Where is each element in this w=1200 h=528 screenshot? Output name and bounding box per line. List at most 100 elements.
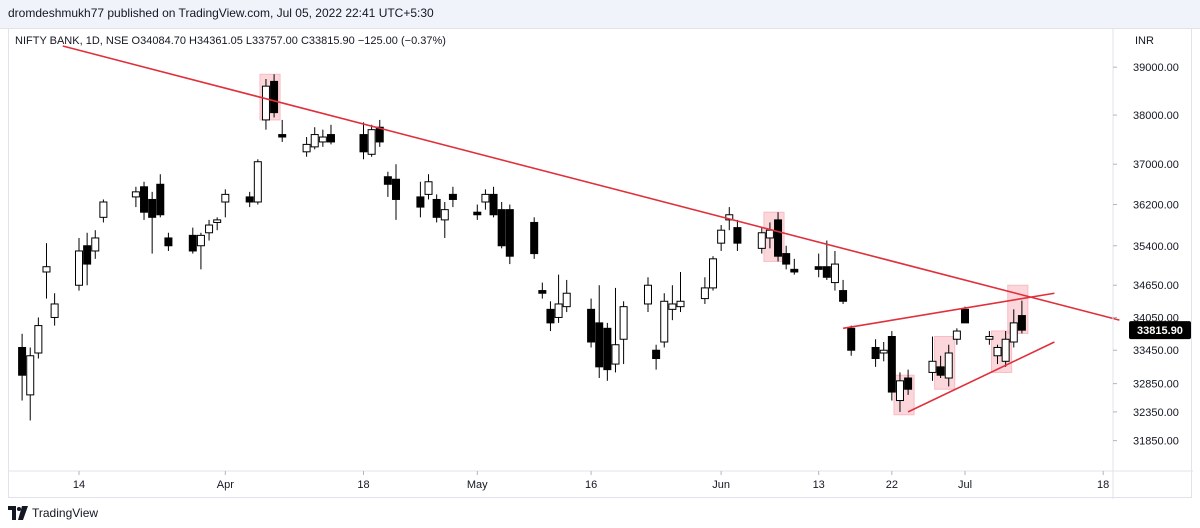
- candle-2022-03-15: [83, 232, 92, 286]
- candle-body-down: [546, 308, 555, 324]
- candle-2022-05-09: [530, 217, 539, 259]
- candle-body-up: [50, 303, 59, 318]
- last-price-tag-box: [1129, 321, 1191, 340]
- candle-2022-03-22: [140, 181, 149, 220]
- candle-body-up: [91, 237, 100, 252]
- chart-frame[interactable]: NIFTY BANK, 1D, NSE O34084.70 H34361.05 …: [8, 28, 1193, 499]
- candle-2022-05-02: [473, 204, 482, 220]
- candle-2022-04-27: [432, 194, 441, 223]
- candle-2022-03-17: [99, 199, 108, 223]
- candle-2022-03-08: [26, 347, 35, 421]
- candle-body-down: [383, 176, 392, 185]
- candle-2022-04-28: [440, 201, 449, 238]
- tradingview-brand: TradingView: [32, 506, 99, 520]
- candle-2022-04-25: [416, 181, 425, 218]
- candle-body-down: [375, 126, 384, 143]
- candle-2022-03-23: [148, 191, 157, 254]
- candle-2022-04-13: [318, 129, 327, 147]
- candles-layer: [18, 74, 1026, 421]
- candle-2022-04-22: [392, 164, 401, 220]
- candle-2022-05-26: [668, 285, 677, 321]
- candle-2022-06-29: [944, 344, 953, 387]
- candle-body-up: [985, 336, 994, 340]
- candlestick-chart[interactable]: NIFTY BANK, 1D, NSE O34084.70 H34361.05 …: [9, 29, 1193, 499]
- candle-2022-05-20: [619, 301, 628, 365]
- candle-body-down: [148, 198, 157, 218]
- candle-2022-03-09: [34, 317, 43, 359]
- candle-2022-05-24: [652, 344, 661, 370]
- candle-2022-04-18: [359, 122, 368, 160]
- candle-body-up: [42, 266, 51, 273]
- candle-2022-07-06: [1001, 331, 1010, 367]
- candle-2022-07-07: [1009, 309, 1018, 348]
- price-tick-label: 32350.00: [1133, 407, 1179, 419]
- candle-body-down: [448, 193, 457, 200]
- price-tick-label: 33450.00: [1133, 345, 1179, 357]
- candle-2022-03-29: [196, 232, 205, 270]
- candle-2022-05-25: [660, 293, 669, 348]
- candle-2022-06-27: [928, 336, 937, 381]
- candle-body-down: [505, 209, 514, 257]
- candle-body-up: [261, 85, 270, 121]
- candle-body-up: [676, 300, 685, 308]
- candle-2022-03-25: [164, 232, 173, 251]
- candle-body-up: [75, 250, 83, 286]
- candle-body-down: [782, 253, 791, 265]
- candle-body-up: [554, 303, 563, 318]
- candle-2022-07-08: [1017, 300, 1026, 334]
- candle-body-up: [131, 191, 140, 198]
- candle-body-up: [302, 143, 311, 153]
- candle-body-up: [221, 193, 230, 203]
- candle-2022-06-17: [847, 325, 856, 356]
- candle-body-up: [34, 325, 43, 354]
- candle-2022-05-19: [611, 287, 620, 373]
- candle-2022-03-07: [18, 333, 27, 401]
- candle-body-down: [652, 349, 661, 360]
- price-axis[interactable]: 39000.00 38000.00 37000.00 36200.00 35400.00…: [1113, 62, 1179, 448]
- candle-body-down: [538, 290, 547, 294]
- time-tick-label: 14: [73, 479, 85, 491]
- candle-2022-04-12: [310, 127, 319, 150]
- candle-body-up: [367, 129, 376, 155]
- candle-body-down: [733, 227, 742, 244]
- candle-2022-06-08: [774, 212, 783, 262]
- candle-body-down: [83, 245, 92, 265]
- candle-body-up: [668, 303, 677, 310]
- candle-2022-06-10: [790, 258, 799, 275]
- time-tick-label: 16: [585, 479, 597, 491]
- time-tick-label: Jun: [712, 479, 730, 491]
- candle-2022-06-20: [871, 339, 880, 367]
- candle-body-up: [253, 161, 262, 203]
- candle-body-down: [587, 308, 596, 343]
- candle-body-down: [489, 193, 498, 216]
- candle-body-down: [961, 308, 969, 324]
- candle-2022-07-04: [985, 331, 994, 345]
- candle-2022-06-09: [782, 245, 791, 270]
- trendlines-layer: [62, 45, 1120, 413]
- time-tick-label: Apr: [217, 479, 234, 491]
- candle-2022-04-05: [253, 159, 262, 205]
- candle-2022-07-01: [961, 306, 969, 324]
- candle-body-up: [562, 292, 571, 308]
- candle-body-up: [700, 287, 709, 300]
- candle-2022-03-21: [131, 186, 140, 208]
- price-tick-label: 34650.00: [1133, 280, 1179, 292]
- candle-body-down: [595, 322, 604, 368]
- publish-line: dromdeshmukh77 published on TradingView.…: [8, 6, 434, 20]
- candle-2022-06-23: [895, 372, 904, 412]
- candle-body-down: [432, 198, 441, 218]
- candle-body-up: [717, 229, 726, 244]
- candle-body-up: [879, 349, 888, 354]
- time-tick-label: May: [467, 479, 488, 491]
- time-axis[interactable]: 14 Apr 18 May 16 Jun 13 22 Jul 18: [73, 471, 1109, 491]
- candle-body-up: [895, 380, 904, 402]
- candle-body-down: [904, 377, 913, 390]
- candle-2022-06-03: [733, 219, 742, 251]
- candle-2022-03-28: [188, 227, 197, 254]
- candle-body-up: [1001, 338, 1010, 362]
- candle-2022-04-04: [245, 191, 254, 208]
- candle-body-up: [310, 134, 319, 148]
- candle-2022-03-31: [213, 217, 222, 231]
- candle-body-up: [709, 258, 718, 289]
- candle-2022-06-30: [952, 328, 961, 345]
